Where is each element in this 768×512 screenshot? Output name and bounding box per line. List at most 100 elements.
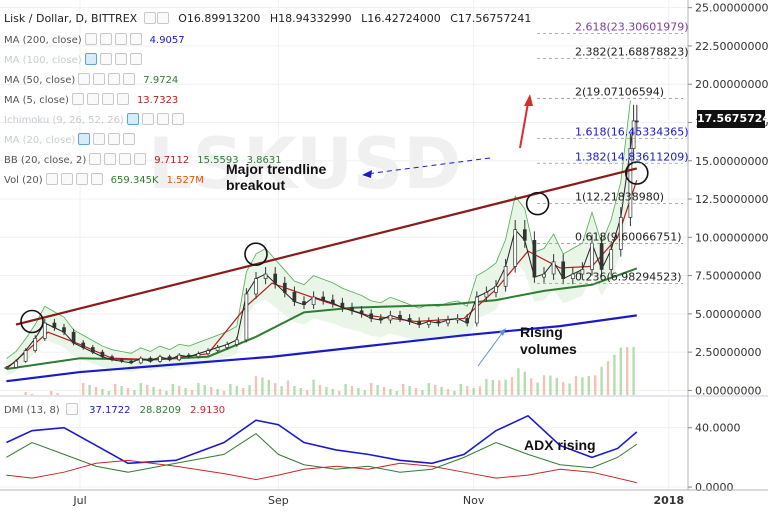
volume-bar (274, 383, 277, 395)
legend-action-icon[interactable] (116, 93, 129, 105)
dmi-value-plus-di: 28.8209 (139, 405, 181, 416)
candle-body (599, 243, 604, 270)
candle-body (407, 318, 412, 322)
volume-bar (30, 394, 34, 395)
symbol-title[interactable]: Lisk / Dollar, D, BITTREX (4, 12, 138, 25)
candle-body (129, 360, 134, 364)
touch-circle-4 (624, 161, 649, 185)
candle-body (532, 240, 537, 278)
legend-action-icon[interactable] (126, 113, 139, 125)
legend-action-icon[interactable] (78, 133, 91, 145)
volume-bar (197, 383, 200, 395)
candle-body (446, 319, 450, 324)
bollinger-band-fill (6, 100, 631, 377)
legend-action-icon[interactable] (114, 33, 127, 45)
legend-action-icon[interactable] (104, 153, 117, 165)
volume-bar (613, 354, 616, 395)
candle-body (398, 315, 402, 319)
volume-bar (459, 384, 462, 395)
candle-body (23, 350, 28, 362)
gear-icon[interactable] (156, 12, 169, 24)
legend-action-icon[interactable] (84, 33, 97, 45)
legend-action-icon[interactable] (71, 93, 84, 105)
y-tick-label: 7.50000000 (695, 270, 761, 283)
legend-action-icon[interactable] (123, 133, 136, 145)
settings-icon[interactable] (65, 403, 78, 415)
legend-action-icon[interactable] (114, 53, 127, 65)
legend-action-icon[interactable] (86, 93, 99, 105)
candle-body (522, 229, 527, 241)
candle-body (494, 285, 498, 293)
candle-body (215, 347, 220, 351)
candle-body (282, 282, 287, 293)
volume-bar (427, 383, 430, 395)
candle-body (33, 338, 38, 351)
legend-action-icon[interactable] (89, 153, 102, 165)
volume-bar (88, 385, 91, 395)
legend-action-icon[interactable] (93, 133, 106, 145)
y-tick-label: 22.50000000 (695, 40, 768, 53)
fib-label-1: 2.382(21.68878823) (575, 45, 689, 58)
settings-icon[interactable] (143, 12, 156, 24)
candle-body (158, 356, 162, 362)
legend-action-icon[interactable] (123, 73, 136, 85)
dmi-label[interactable]: DMI (13, 8) (4, 405, 60, 416)
legend-label[interactable]: BB (20, close, 2) (4, 155, 87, 166)
legend-action-icon[interactable] (45, 173, 58, 185)
volume-bar (581, 377, 584, 395)
candle-body (417, 321, 422, 325)
volume-bar (600, 366, 603, 395)
legend-action-icon[interactable] (119, 153, 132, 165)
legend-label[interactable]: Ichimoku (9, 26, 52, 26) (4, 115, 124, 126)
candle-body (206, 350, 210, 355)
legend-label[interactable]: MA (200, close) (4, 35, 82, 46)
legend-action-icon[interactable] (93, 73, 106, 85)
volume-bar (146, 385, 149, 395)
volume-bar (574, 375, 578, 395)
candle-body (90, 347, 95, 353)
legend-action-icon[interactable] (171, 113, 184, 125)
legend-action-icon[interactable] (99, 33, 112, 45)
projection-arrow-head (362, 170, 372, 178)
candle-body (551, 261, 556, 275)
volume-bar (440, 387, 443, 395)
ohlc-high: H18.94332990 (269, 12, 352, 25)
y-tick-label: 2.50000000 (695, 346, 761, 359)
legend-action-icon[interactable] (156, 113, 169, 125)
candle-body (81, 342, 86, 348)
legend-label[interactable]: MA (50, close) (4, 75, 76, 86)
legend-action-icon[interactable] (90, 173, 103, 185)
dmi-line-DI (6, 432, 638, 473)
legend-action-icon[interactable] (108, 133, 121, 145)
candle-body (292, 292, 297, 302)
candle-body (465, 318, 470, 324)
legend-action-icon[interactable] (99, 53, 112, 65)
legend-action-icon[interactable] (141, 113, 154, 125)
legend-label[interactable]: MA (5, close) (4, 95, 69, 106)
legend-action-icon[interactable] (134, 153, 147, 165)
legend-action-icon[interactable] (129, 53, 142, 65)
dmi-line-ADX (6, 414, 638, 465)
legend-action-icon[interactable] (60, 173, 73, 185)
legend-action-icon[interactable] (84, 53, 97, 65)
legend-label[interactable]: MA (100, close) (4, 55, 82, 66)
legend-label[interactable]: Vol (20) (4, 175, 43, 186)
legend-value: 7.9724 (143, 75, 179, 86)
legend-action-icon[interactable] (75, 173, 88, 185)
legend-action-icon[interactable] (129, 33, 142, 45)
volume-bar (248, 385, 251, 395)
legend-action-icon[interactable] (108, 73, 121, 85)
legend-action-icon[interactable] (101, 93, 114, 105)
volume-bar (299, 388, 302, 395)
candle-body (273, 273, 278, 284)
candle-body (350, 307, 354, 312)
volume-bar (261, 377, 264, 395)
legend-label[interactable]: MA (20, close) (4, 135, 76, 146)
volume-bar (363, 390, 366, 395)
up-arrow-head (524, 94, 533, 106)
x-tick-label: 2018 (653, 494, 684, 507)
legend-action-icon[interactable] (78, 73, 91, 85)
candle-body (311, 296, 316, 306)
candle-body (503, 266, 508, 287)
candle-body (100, 351, 105, 358)
